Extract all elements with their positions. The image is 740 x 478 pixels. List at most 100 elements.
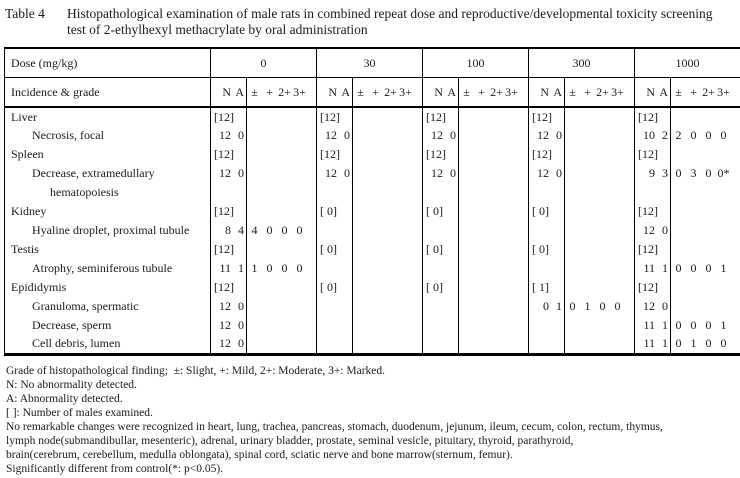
grade-cell: [458, 183, 529, 202]
n-value: 12: [537, 166, 549, 180]
grade-header-cell: ± +2+ 3+: [458, 77, 529, 108]
a-value: 0: [344, 128, 350, 142]
n-column-label: N: [222, 84, 231, 99]
a-value: 3: [662, 166, 668, 180]
na-cell: 12 0: [634, 297, 671, 316]
table-row: Atrophy, seminiferous tubule 11 1 1 0 0 0 11 1 0 0…: [4, 259, 740, 278]
grade-column-label: +: [690, 84, 697, 99]
grade-cell: [670, 145, 740, 164]
grade-cell: [670, 297, 740, 316]
a-value: 0: [556, 128, 562, 142]
grade-column-label: +: [478, 84, 485, 99]
grade-cell: [564, 202, 635, 221]
footnote-line: N: No abnormality detected.: [6, 378, 137, 391]
grade-cell: [246, 335, 317, 354]
grade-cell: [564, 126, 635, 145]
grade-value: 0: [599, 299, 606, 313]
na-cell: 12 0: [528, 126, 565, 145]
grade-cell: [246, 164, 317, 183]
grade-cell: [564, 145, 635, 164]
examined-count: [ 0]: [426, 242, 443, 256]
grade-value: 0*: [717, 166, 730, 180]
grade-cell: [458, 297, 529, 316]
grade-cell: [564, 221, 635, 240]
a-value: 1: [662, 318, 668, 332]
grade-column-label: 3+: [505, 84, 518, 99]
table-number: Table 4: [5, 6, 45, 21]
n-value: 12: [325, 166, 337, 180]
dose-column-header: 30: [316, 48, 423, 78]
examined-count: [ 0]: [426, 280, 443, 294]
finding-label: Atrophy, seminiferous tubule: [4, 259, 211, 278]
n-column-label: N: [540, 84, 549, 99]
grade-cell: [246, 278, 317, 297]
examined-count: [12]: [426, 147, 446, 161]
na-cell: 12 0: [210, 316, 247, 335]
na-cell: [ 0]: [422, 278, 459, 297]
footnote-line: Significantly different from control(*: …: [6, 462, 224, 475]
footnotes: Grade of histopathological finding; ±: S…: [4, 364, 738, 476]
grade-cell: [458, 240, 529, 259]
a-value: 0: [450, 128, 456, 142]
na-cell: [316, 183, 353, 202]
na-cell: [12]: [316, 145, 353, 164]
grade-cell: [670, 278, 740, 297]
a-column-label: A: [659, 84, 668, 99]
grade-value: 4: [251, 223, 258, 237]
incidence-header-label: Incidence & grade: [4, 77, 211, 108]
examined-count: [12]: [638, 147, 658, 161]
na-cell: [12]: [210, 278, 247, 297]
finding-label: Necrosis, focal: [4, 126, 211, 145]
a-column-label: A: [235, 84, 244, 99]
grade-value: 0: [690, 261, 697, 275]
table-row: Spleen [12] [12] [12] [12] [12]: [4, 145, 740, 164]
footnote-line: A: Abnormality detected.: [6, 392, 123, 405]
na-cell: 12 0: [422, 126, 459, 145]
grade-value: 0: [296, 261, 303, 275]
grade-value: 1: [720, 261, 727, 275]
na-cell: [528, 221, 565, 240]
grade-cell: [670, 221, 740, 240]
na-cell: [12]: [210, 145, 247, 164]
grade-column-label: +: [584, 84, 591, 99]
na-cell: [316, 259, 353, 278]
a-value: 0: [556, 166, 562, 180]
a-value: 0: [662, 223, 668, 237]
a-value: 0: [450, 166, 456, 180]
na-cell: [422, 183, 459, 202]
footnote-line: [ ]: Number of males examined.: [6, 406, 153, 419]
grade-value: 1: [584, 299, 591, 313]
a-value: 0: [238, 299, 244, 313]
na-cell: [422, 221, 459, 240]
na-cell: 12 0: [210, 126, 247, 145]
grade-cell: [458, 145, 529, 164]
grade-header-cell: ± +2+ 3+: [246, 77, 317, 108]
a-value: 1: [556, 299, 562, 313]
examined-count: [12]: [214, 242, 234, 256]
histopathology-table: Dose (mg/kg) 0 30 100 300 1000 Incidence & gra…: [4, 47, 740, 356]
grade-column-label: 2+: [596, 84, 609, 99]
na-cell: [ 0]: [422, 202, 459, 221]
n-value: 10: [643, 128, 655, 142]
grade-cell: [564, 335, 635, 354]
table-caption: Histopathological examination of male ra…: [67, 6, 713, 37]
examined-count: [ 1]: [532, 280, 549, 294]
grade-value: 0: [705, 261, 712, 275]
n-value: 11: [219, 261, 231, 275]
dose-column-header: 0: [210, 48, 317, 78]
grade-column-label: ±: [357, 84, 364, 99]
grade-column-label: 3+: [717, 84, 730, 99]
grade-column-label: 3+: [399, 84, 412, 99]
na-cell: 11 1: [634, 316, 671, 335]
dose-column-header: 300: [528, 48, 635, 78]
finding-label: hematopoiesis: [4, 183, 211, 202]
grade-cell: [352, 202, 423, 221]
na-cell: [12]: [528, 145, 565, 164]
grade-value: 0: [705, 336, 712, 351]
